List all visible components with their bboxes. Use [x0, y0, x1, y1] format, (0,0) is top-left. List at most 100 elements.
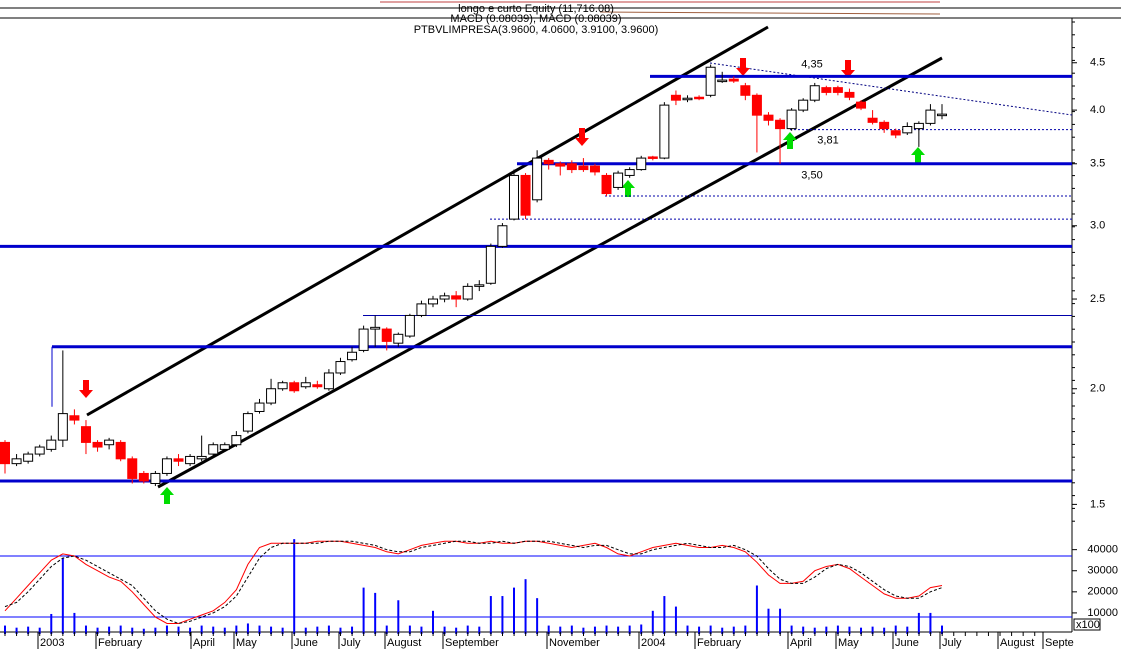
buy-arrow [621, 180, 635, 197]
candle-body [416, 303, 427, 316]
candle-body [798, 99, 809, 111]
x-tick-label: June [895, 637, 919, 649]
x-tick-label: July [942, 637, 962, 649]
candle-body [856, 101, 867, 109]
x-tick-label: June [294, 637, 318, 649]
candle-body [821, 87, 832, 93]
candle-body [937, 113, 947, 117]
candle-body [636, 157, 647, 171]
candle-body [601, 174, 612, 195]
candle-body [913, 122, 924, 130]
header-text: longo e curto Equity (11,716.08) [458, 3, 614, 15]
candle-body [323, 372, 334, 390]
candle-body [613, 172, 624, 188]
x-tick-label: 2003 [40, 637, 64, 649]
candle-body [312, 384, 323, 388]
x-tick-label: November [549, 637, 600, 649]
volume-tick-label: 20000 [1087, 586, 1118, 598]
x-tick-label: April [790, 637, 812, 649]
candle-body [717, 79, 728, 83]
level-label: 3,50 [801, 170, 822, 182]
candle-body [520, 174, 531, 216]
candle-body [566, 163, 577, 171]
buy-arrow [160, 487, 174, 504]
candle-body [127, 458, 138, 479]
candle-body [150, 472, 161, 484]
candle-body [763, 114, 774, 121]
volume-tick-label: 30000 [1087, 565, 1118, 577]
candle-body [890, 130, 901, 136]
candle-body [428, 298, 439, 305]
candle-body [80, 426, 91, 443]
candle-body [370, 326, 381, 330]
candle-body [34, 446, 45, 455]
oscillator-line [4, 540, 943, 625]
candle-body [451, 295, 462, 300]
candle-body [0, 441, 10, 465]
candle-body [347, 351, 358, 361]
header-decor [0, 1, 1121, 19]
candle-body [775, 119, 786, 130]
x-tick-label: May [838, 637, 859, 649]
candle-body [497, 225, 508, 247]
candle-body [474, 284, 485, 287]
header-line [599, 11, 941, 15]
x-tick-label: July [341, 637, 361, 649]
candle-body [196, 455, 207, 460]
candle-body [300, 382, 311, 388]
candle-body [659, 104, 670, 159]
candle-body [543, 159, 554, 165]
candle-body [173, 458, 184, 462]
candle-body [844, 91, 855, 98]
buy-arrow [911, 147, 925, 164]
candle-body [23, 453, 34, 462]
candle-body [69, 415, 80, 421]
channel-line [86, 25, 769, 417]
candle-body [335, 361, 346, 374]
candle-body [208, 444, 219, 455]
sell-arrow [736, 58, 750, 76]
candle-body [11, 458, 22, 465]
x-tick-label: 2004 [641, 637, 665, 649]
sell-arrow [841, 60, 855, 78]
candle-body [647, 156, 658, 159]
candle-body [682, 97, 693, 101]
volume-tick-label: 40000 [1087, 544, 1118, 556]
candle-body [485, 245, 496, 284]
y-tick-label: 4.0 [1090, 104, 1105, 116]
candle-body [532, 157, 543, 201]
candle-body [439, 295, 450, 300]
candle-body [185, 455, 196, 465]
candle-body [694, 96, 705, 100]
candle-body [508, 174, 519, 220]
candle-body [92, 441, 103, 448]
candle-body [404, 314, 415, 337]
y-tick-label: 4.5 [1090, 57, 1105, 69]
level-label: 4,35 [801, 58, 822, 70]
candle-body [925, 109, 936, 124]
x-tick-label: April [193, 637, 215, 649]
candle-body [358, 328, 369, 351]
candle-body [578, 165, 589, 171]
candle-body [381, 328, 392, 342]
candle-body [809, 85, 820, 101]
y-tick-label: 3.0 [1090, 220, 1105, 232]
x-tick-label: August [387, 637, 421, 649]
candle-body [138, 472, 149, 482]
candle-body [266, 388, 277, 404]
chart-title: PTBVLIMPRESA(3.9600, 4.0600, 3.9100, 3.9… [414, 24, 659, 36]
level-label: 3,81 [817, 135, 838, 147]
candle-body [46, 439, 57, 450]
candle-body [115, 441, 126, 460]
candle-body [832, 87, 843, 93]
candle-body [555, 163, 566, 167]
sell-arrow [79, 380, 93, 398]
candle-body [393, 333, 404, 344]
candle-body [902, 126, 913, 134]
candle-body [104, 439, 115, 446]
header-text: MACD (0.08039), MACD (0.08039) [450, 13, 621, 25]
candle-body [242, 413, 253, 432]
candle-body [740, 85, 751, 96]
